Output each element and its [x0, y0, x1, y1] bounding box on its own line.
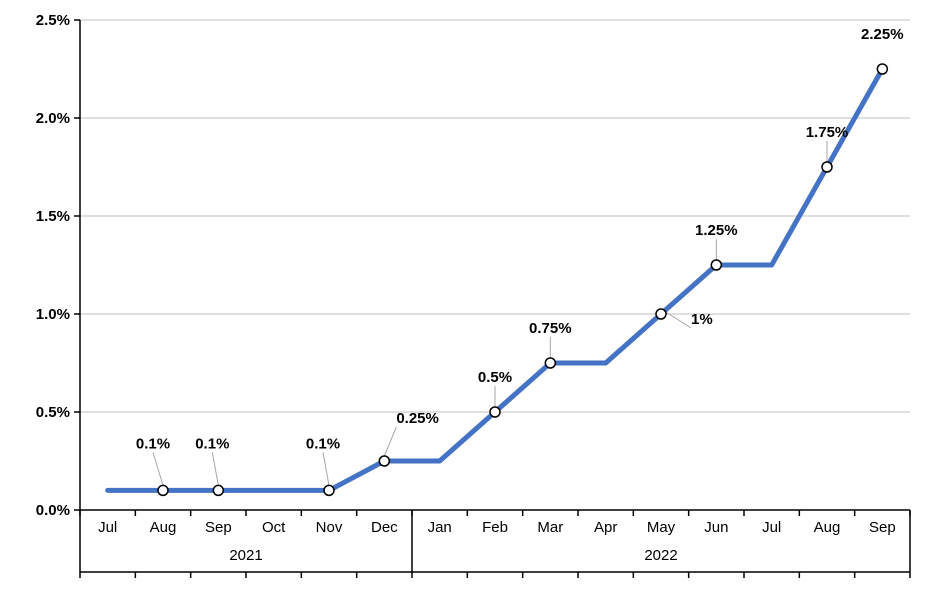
- svg-text:0.1%: 0.1%: [136, 435, 170, 452]
- svg-text:2.5%: 2.5%: [36, 12, 70, 29]
- svg-text:0.5%: 0.5%: [36, 404, 70, 421]
- svg-text:Feb: Feb: [482, 519, 508, 536]
- svg-text:2.0%: 2.0%: [36, 110, 70, 127]
- svg-text:2.25%: 2.25%: [861, 26, 904, 43]
- svg-text:0.1%: 0.1%: [195, 435, 229, 452]
- rate-line-chart: 0.0% 0.5% 1.0% 1.5% 2.0% 2.5% 0.1% 0.1% 0.1% 0.25…: [0, 0, 926, 600]
- svg-text:0.0%: 0.0%: [36, 502, 70, 519]
- svg-text:2021: 2021: [229, 547, 262, 564]
- svg-text:0.1%: 0.1%: [306, 435, 340, 452]
- svg-text:1.5%: 1.5%: [36, 208, 70, 225]
- svg-text:Jul: Jul: [98, 519, 117, 536]
- svg-text:Sep: Sep: [869, 519, 896, 536]
- svg-text:2022: 2022: [644, 547, 677, 564]
- svg-text:0.75%: 0.75%: [529, 320, 572, 337]
- svg-text:May: May: [647, 519, 676, 536]
- svg-text:Jun: Jun: [704, 519, 728, 536]
- svg-text:Aug: Aug: [814, 519, 841, 536]
- svg-text:Apr: Apr: [594, 519, 617, 536]
- svg-text:0.25%: 0.25%: [396, 410, 439, 427]
- svg-text:Jul: Jul: [762, 519, 781, 536]
- svg-text:Jan: Jan: [428, 519, 452, 536]
- svg-text:1%: 1%: [691, 311, 713, 328]
- svg-text:Mar: Mar: [537, 519, 563, 536]
- chart-svg: 0.0% 0.5% 1.0% 1.5% 2.0% 2.5% 0.1% 0.1% 0.1% 0.25…: [0, 0, 926, 600]
- svg-text:Nov: Nov: [316, 519, 343, 536]
- svg-text:Oct: Oct: [262, 519, 286, 536]
- svg-text:Aug: Aug: [150, 519, 177, 536]
- svg-text:1.75%: 1.75%: [806, 124, 849, 141]
- svg-text:Sep: Sep: [205, 519, 232, 536]
- svg-text:0.5%: 0.5%: [478, 369, 512, 386]
- svg-text:Dec: Dec: [371, 519, 398, 536]
- svg-text:1.25%: 1.25%: [695, 222, 738, 239]
- svg-text:1.0%: 1.0%: [36, 306, 70, 323]
